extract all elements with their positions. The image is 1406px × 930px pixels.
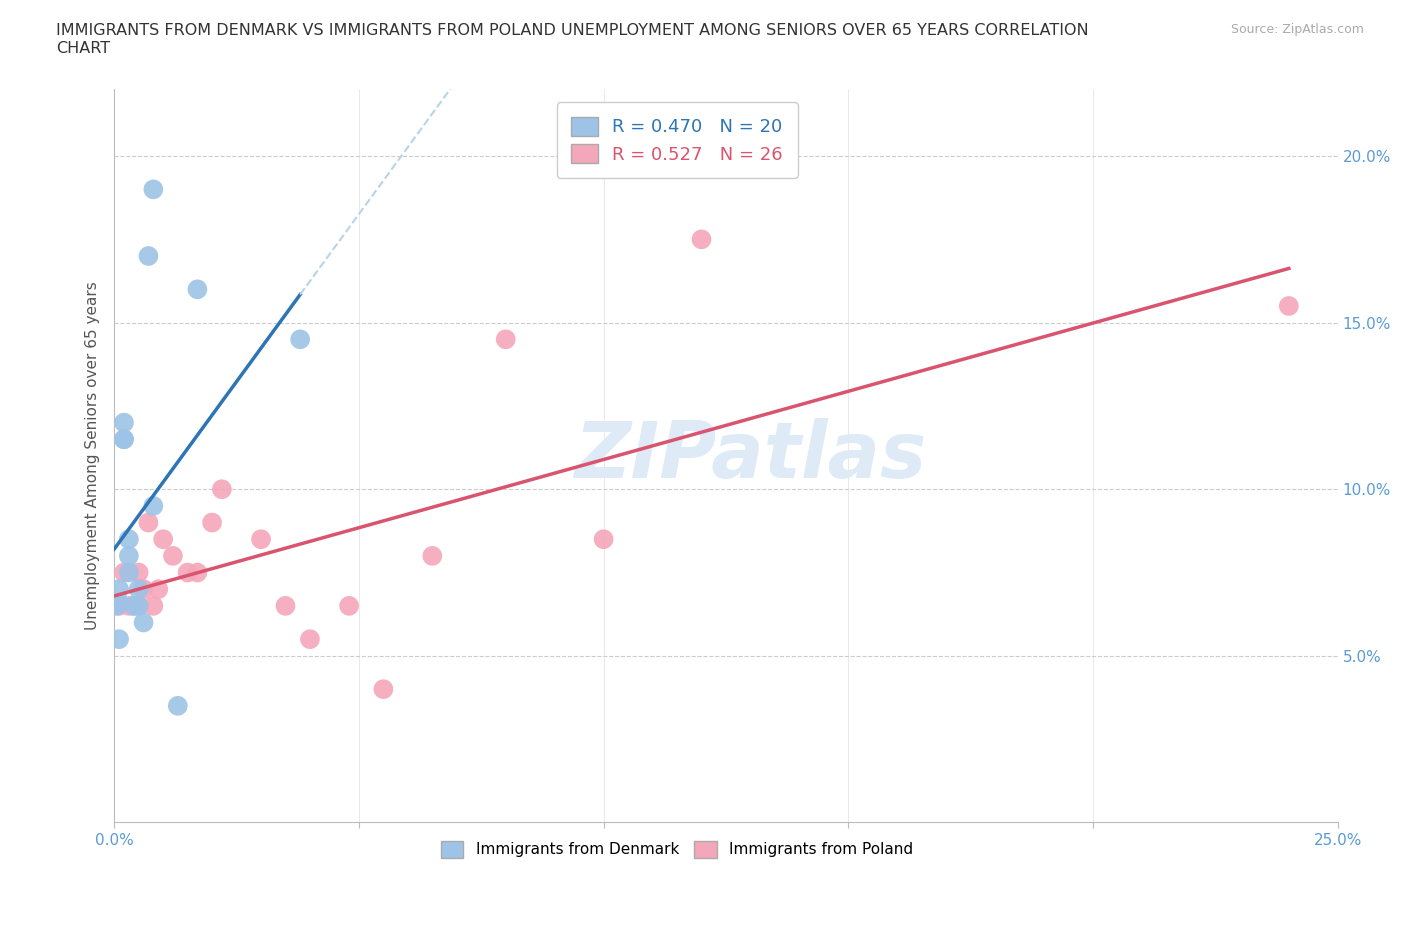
Point	[186, 565, 208, 580]
Point	[118, 565, 141, 580]
Point	[495, 332, 517, 347]
Point	[128, 582, 150, 597]
Point	[112, 432, 135, 446]
Point	[122, 598, 145, 613]
Point	[118, 532, 141, 547]
Point	[211, 482, 233, 497]
Point	[142, 498, 165, 513]
Point	[186, 282, 208, 297]
Point	[105, 598, 128, 613]
Point	[118, 598, 141, 613]
Point	[201, 515, 224, 530]
Legend: Immigrants from Denmark, Immigrants from Poland: Immigrants from Denmark, Immigrants from…	[429, 829, 925, 870]
Point	[112, 415, 135, 430]
Point	[420, 549, 443, 564]
Text: IMMIGRANTS FROM DENMARK VS IMMIGRANTS FROM POLAND UNEMPLOYMENT AMONG SENIORS OVE: IMMIGRANTS FROM DENMARK VS IMMIGRANTS FR…	[56, 23, 1088, 56]
Point	[152, 532, 174, 547]
Point	[138, 515, 160, 530]
Point	[132, 615, 155, 630]
Point	[108, 595, 131, 610]
Y-axis label: Unemployment Among Seniors over 65 years: Unemployment Among Seniors over 65 years	[86, 282, 100, 631]
Text: ZIPatlas: ZIPatlas	[574, 418, 927, 494]
Point	[250, 532, 273, 547]
Point	[592, 532, 614, 547]
Point	[337, 598, 360, 613]
Point	[138, 248, 160, 263]
Point	[373, 682, 395, 697]
Point	[690, 232, 713, 246]
Point	[288, 332, 311, 347]
Point	[176, 565, 198, 580]
Point	[148, 582, 170, 597]
Point	[274, 598, 297, 613]
Point	[118, 549, 141, 564]
Point	[112, 565, 135, 580]
Point	[128, 565, 150, 580]
Point	[142, 182, 165, 197]
Point	[108, 598, 131, 613]
Point	[162, 549, 184, 564]
Point	[112, 432, 135, 446]
Point	[128, 598, 150, 613]
Point	[122, 598, 145, 613]
Point	[108, 582, 131, 597]
Text: Source: ZipAtlas.com: Source: ZipAtlas.com	[1230, 23, 1364, 36]
Point	[128, 598, 150, 613]
Point	[166, 698, 188, 713]
Point	[108, 631, 131, 646]
Point	[1278, 299, 1301, 313]
Point	[298, 631, 321, 646]
Point	[142, 598, 165, 613]
Point	[132, 582, 155, 597]
